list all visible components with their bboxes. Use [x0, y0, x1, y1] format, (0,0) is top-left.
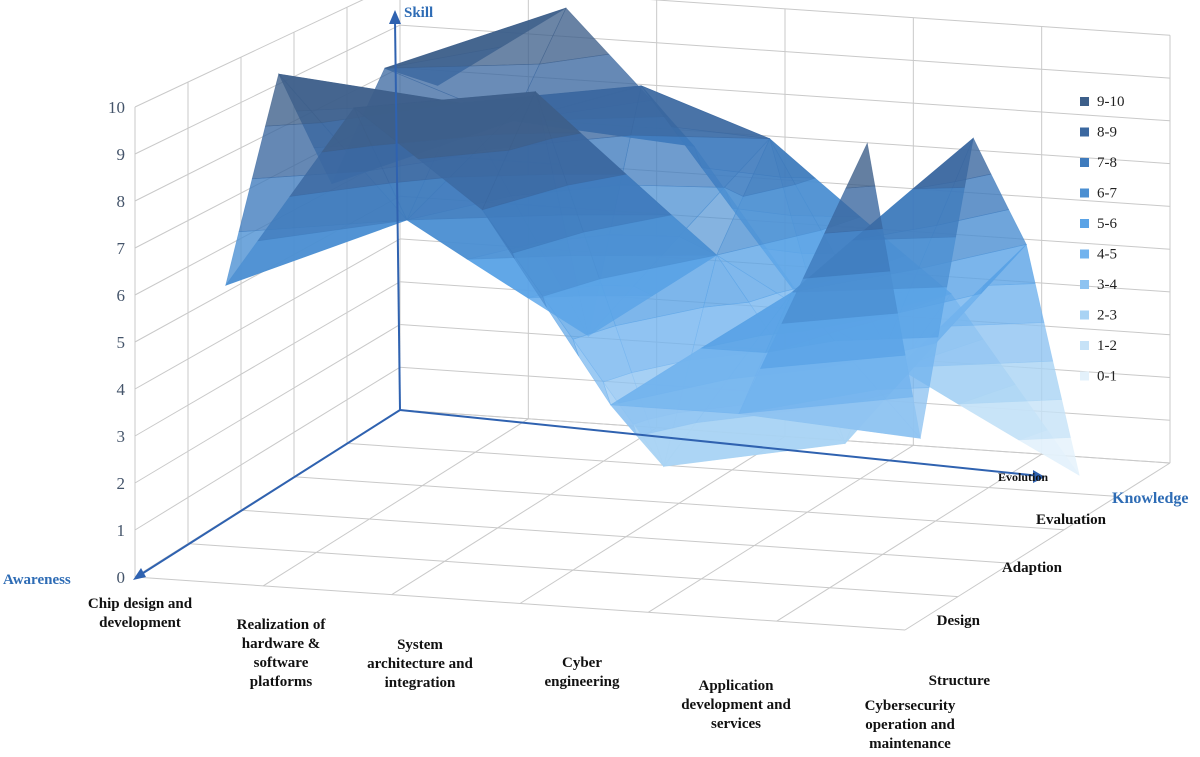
legend-swatch — [1080, 310, 1089, 320]
series-label: Evolution — [998, 470, 1048, 484]
series-label: Structure — [929, 673, 991, 689]
legend-label: 4-5 — [1097, 247, 1117, 263]
z-tick-label: 3 — [117, 427, 126, 446]
floor-gridline — [648, 444, 914, 613]
legend-swatch — [1080, 158, 1089, 167]
z-tick-label: 10 — [108, 98, 125, 117]
axis-title-awareness: Awareness — [3, 572, 71, 588]
legend-label: 8-9 — [1097, 125, 1117, 141]
surface-facet — [630, 85, 770, 139]
knowledge-axis-line — [399, 409, 1041, 477]
category-label: Chip design and development — [88, 596, 193, 631]
surface-facet — [723, 138, 770, 197]
legend-label: 9-10 — [1097, 94, 1125, 110]
legend: 9-10 8-9 7-8 6-7 5-6 4-5 3-4 2-3 1-2 0-1 — [1080, 94, 1125, 385]
floor-gridline — [904, 462, 1171, 631]
surface-facet — [384, 7, 567, 69]
axis-layer — [133, 10, 1045, 580]
z-tick-label: 9 — [117, 145, 126, 164]
floor-gridline — [293, 476, 1065, 531]
surface-layer — [224, 7, 1080, 476]
floor-gridline — [263, 418, 529, 587]
z-tick-label: 8 — [117, 192, 126, 211]
category-label: Application development and services — [681, 678, 791, 732]
category-label: Cyber engineering — [545, 655, 620, 690]
surface-facet — [265, 73, 323, 127]
z-tick-label: 1 — [117, 521, 126, 540]
skill-axis-line — [394, 19, 401, 411]
floor-gridline — [187, 543, 959, 598]
floor-gridline — [134, 576, 906, 631]
axis-title-knowledge: Knowledge — [1112, 490, 1188, 507]
legend-label: 7-8 — [1097, 155, 1117, 171]
series-label: Design — [937, 613, 981, 629]
label-layer: Skill Knowledge Awareness 0 1 2 3 4 5 6 7 8 9 10 Ch… — [3, 5, 1188, 752]
surface-facet — [845, 142, 876, 189]
series-label: Adaption — [1002, 560, 1063, 576]
legend-swatch — [1080, 280, 1089, 289]
surface-facet — [700, 291, 793, 353]
floor-gridline — [346, 442, 1118, 497]
floor-gridline — [391, 427, 657, 596]
floor-gridline — [240, 509, 1012, 564]
legend-swatch — [1080, 341, 1089, 350]
legend-swatch — [1080, 127, 1089, 137]
axis-title-skill: Skill — [404, 5, 433, 21]
z-tick-label: 5 — [117, 333, 126, 352]
surface-facet — [957, 399, 1071, 441]
legend-label: 6-7 — [1097, 186, 1117, 202]
legend-label: 2-3 — [1097, 308, 1117, 324]
legend-swatch — [1080, 219, 1089, 228]
z-tick-label: 7 — [117, 239, 126, 258]
skill-axis-arrow — [389, 10, 401, 24]
awareness-axis-arrow — [133, 568, 146, 580]
legend-label: 5-6 — [1097, 216, 1117, 232]
awareness-axis-line — [139, 409, 401, 576]
legend-label: 1-2 — [1097, 338, 1117, 354]
legend-label: 3-4 — [1097, 277, 1117, 293]
legend-label: 0-1 — [1097, 369, 1117, 385]
floor-gridline — [519, 436, 786, 604]
legend-swatch — [1080, 249, 1089, 259]
series-label: Evaluation — [1036, 512, 1107, 528]
surface-facet — [321, 107, 373, 153]
legend-swatch — [1080, 188, 1089, 198]
knowledge-axis-arrow — [1033, 470, 1045, 483]
surface-facet — [482, 209, 515, 259]
z-tick-label: 2 — [117, 474, 126, 493]
z-tick-label: 4 — [117, 380, 126, 399]
category-label: Cybersecurity operation and maintenance — [865, 698, 956, 752]
z-tick-label: 0 — [117, 568, 126, 587]
legend-swatch — [1080, 371, 1089, 381]
surface-facet — [912, 137, 974, 190]
category-label: Realization of hardware & software platform… — [237, 617, 327, 690]
z-tick-label: 6 — [117, 286, 126, 305]
floor-gridline — [776, 453, 1042, 622]
legend-swatch — [1080, 97, 1089, 106]
category-label: System architecture and integration — [367, 637, 473, 691]
